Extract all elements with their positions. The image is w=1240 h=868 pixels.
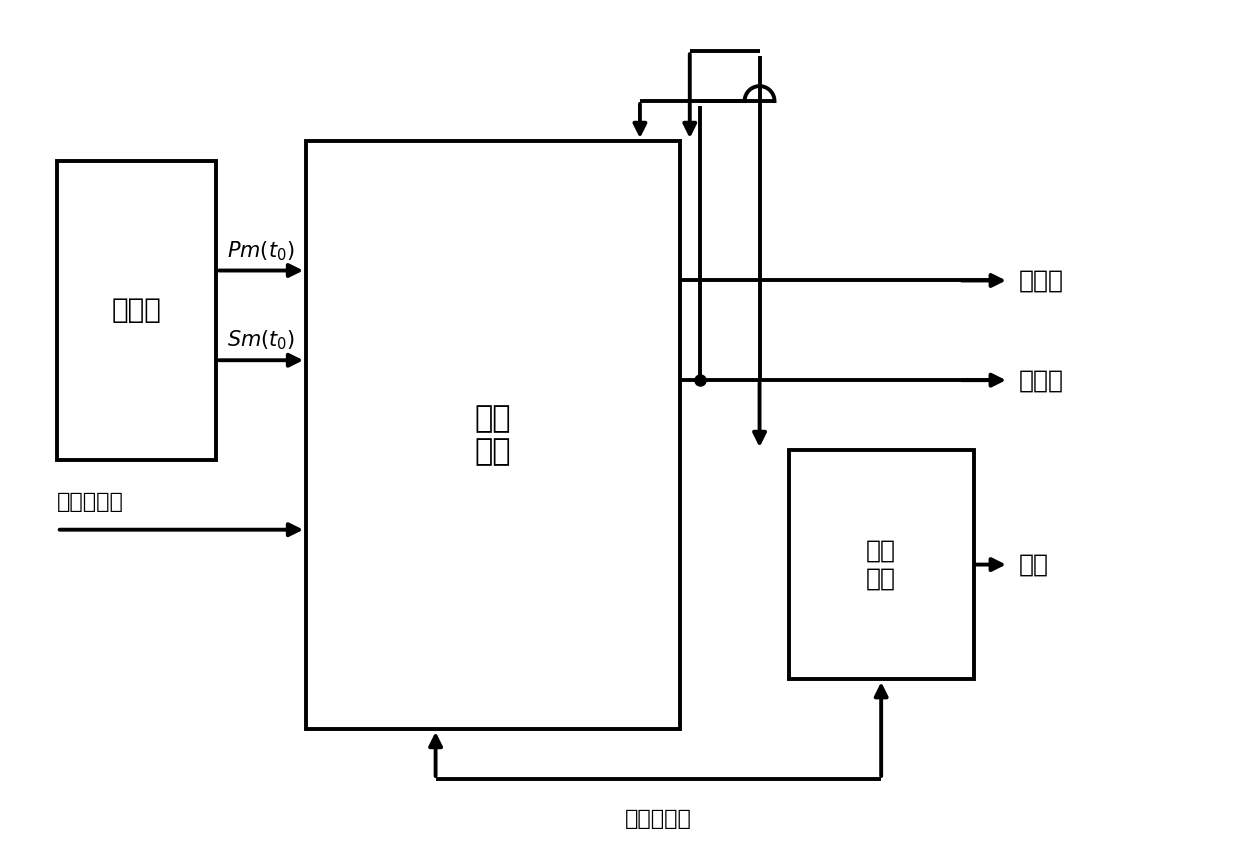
Text: 钐毒: 钐毒 [1019,553,1049,576]
Text: 初始化: 初始化 [112,296,161,325]
Bar [790,450,973,680]
Text: 钐毒
计算: 钐毒 计算 [867,539,897,590]
Bar [306,141,680,729]
Text: 钐浓度: 钐浓度 [1019,368,1064,392]
Bar [57,161,216,460]
Text: 堆芯核功率: 堆芯核功率 [57,492,124,512]
Text: 迭代
计算: 迭代 计算 [474,404,511,466]
Text: $Pm(t_0)$: $Pm(t_0)$ [227,239,295,262]
Text: 相关核参数: 相关核参数 [625,809,692,829]
Text: $Sm(t_0)$: $Sm(t_0)$ [227,329,295,352]
Text: 钷浓度: 钷浓度 [1019,268,1064,293]
